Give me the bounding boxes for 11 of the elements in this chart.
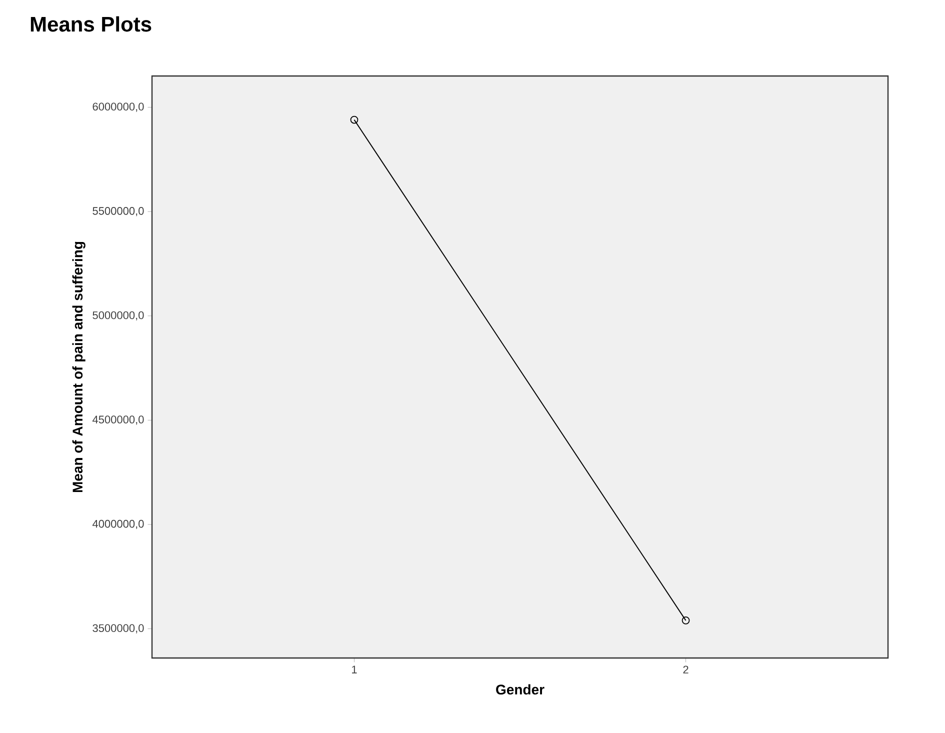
y-tick-label: 5000000,0 [92, 311, 144, 320]
y-tick-label: 6000000,0 [92, 102, 144, 112]
y-axis-title: Mean of Amount of pain and suffering [72, 242, 86, 492]
y-tick-label: 3500000,0 [92, 624, 144, 634]
y-tick-label: 4500000,0 [92, 416, 144, 425]
x-tick-label: 2 [683, 666, 688, 674]
y-tick-label: 5500000,0 [92, 207, 144, 216]
chart-title: Means Plots [30, 16, 152, 32]
x-axis-title: Gender [496, 684, 544, 695]
y-tick-label: 4000000,0 [92, 520, 144, 530]
x-tick-label: 1 [352, 666, 357, 674]
